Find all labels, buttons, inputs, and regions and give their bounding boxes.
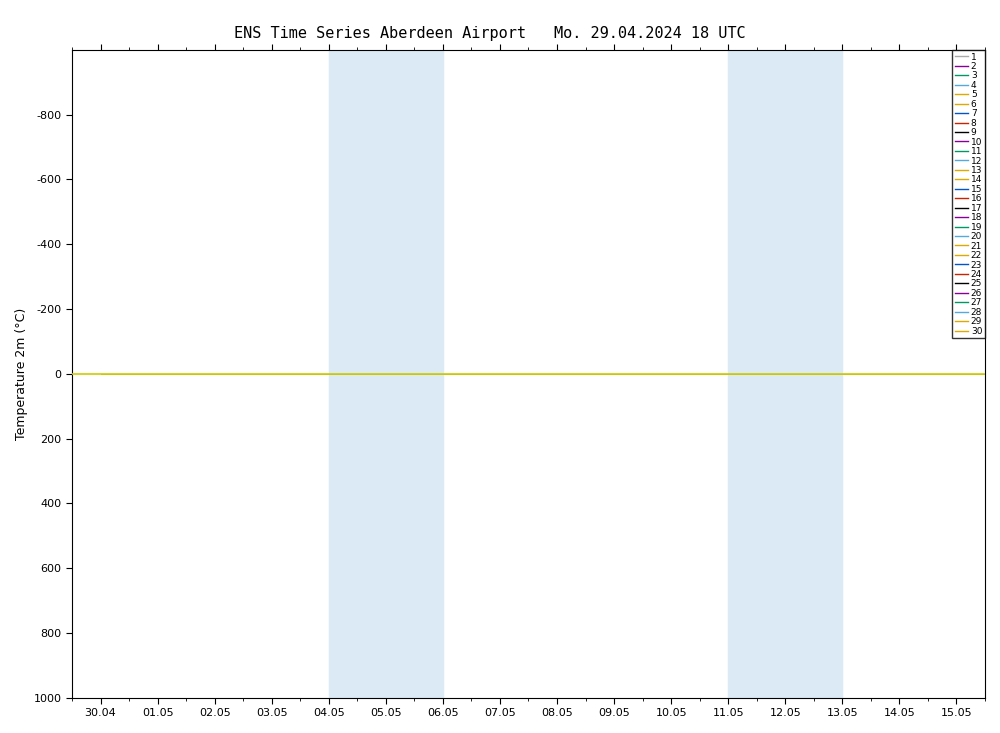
- Bar: [728, 50, 842, 698]
- Bar: [329, 50, 443, 698]
- Text: Mo. 29.04.2024 18 UTC: Mo. 29.04.2024 18 UTC: [554, 26, 746, 40]
- Y-axis label: Temperature 2m (°C): Temperature 2m (°C): [15, 308, 28, 440]
- Text: ENS Time Series Aberdeen Airport: ENS Time Series Aberdeen Airport: [234, 26, 526, 40]
- Legend: 1, 2, 3, 4, 5, 6, 7, 8, 9, 10, 11, 12, 13, 14, 15, 16, 17, 18, 19, 20, 21, 22, 2: 1, 2, 3, 4, 5, 6, 7, 8, 9, 10, 11, 12, 1…: [952, 50, 985, 339]
